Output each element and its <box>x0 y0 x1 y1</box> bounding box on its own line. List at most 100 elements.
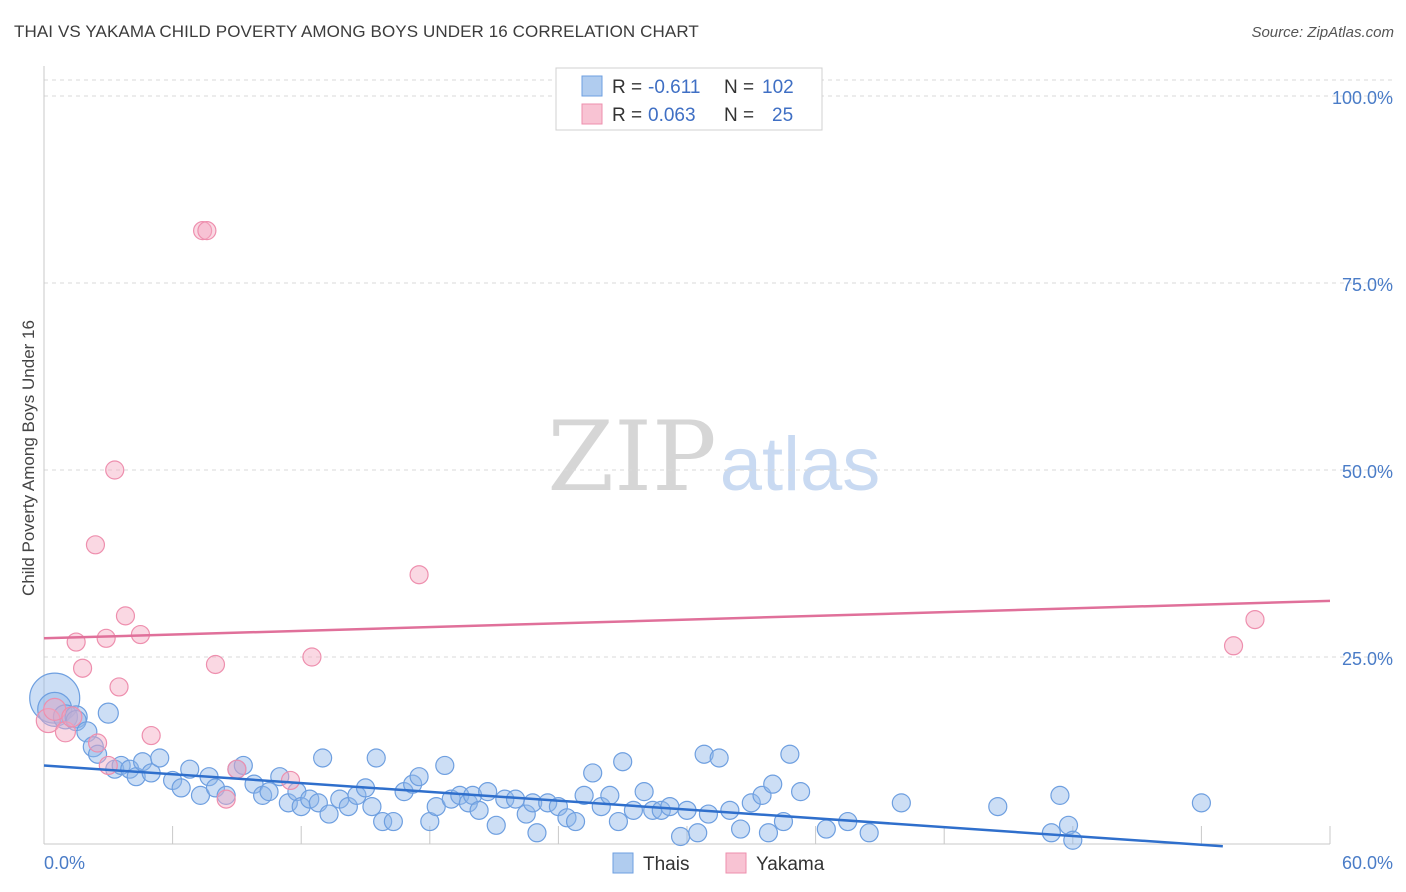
thais-point-61 <box>527 823 547 843</box>
legend-r-value-yakama: 0.063 <box>648 105 696 126</box>
yakama-point-11 <box>141 725 161 746</box>
thais-point-3 <box>64 705 88 729</box>
thais-point-76 <box>660 796 680 817</box>
legend-r-label-thais: R = <box>612 77 642 98</box>
watermark: ZIP atlas <box>547 401 880 513</box>
yakama-point-17 <box>302 647 322 667</box>
chart-title: THAI VS YAKAMA CHILD POVERTY AMONG BOYS … <box>14 22 699 41</box>
thais-point-79 <box>688 823 708 843</box>
thais-point-49 <box>435 755 455 776</box>
thais-point-101 <box>1191 793 1212 813</box>
yakama-point-23 <box>1223 636 1244 656</box>
thais-point-43 <box>383 811 403 832</box>
legend-n-label-thais: N = <box>724 77 754 98</box>
thais-point-69 <box>600 785 620 805</box>
thais-point-67 <box>583 763 603 783</box>
bottom-legend-label-yakama: Yakama <box>756 854 825 875</box>
yakama-point-14 <box>216 789 236 809</box>
thais-point-34 <box>313 748 333 768</box>
thais-point-62 <box>538 793 558 813</box>
yakama-point-24 <box>1245 609 1265 630</box>
thais-point-70 <box>608 811 629 832</box>
thais-point-97 <box>1041 823 1061 843</box>
thais-point-59 <box>516 804 536 824</box>
yakama-point-9 <box>115 606 136 626</box>
thais-point-4 <box>65 709 87 732</box>
legend-swatch-thais <box>581 75 603 97</box>
y-tick-label-0: 25.0% <box>1342 649 1393 669</box>
yakama-point-4 <box>72 658 93 678</box>
grid <box>44 79 1392 658</box>
trend-lines <box>43 599 1331 848</box>
thais-trend-line <box>43 764 1223 848</box>
yakama-point-18 <box>409 565 429 585</box>
yakama-point-20 <box>98 755 118 776</box>
y-tick-label-1: 50.0% <box>1342 462 1393 482</box>
legend[interactable]: R = -0.611 N = 102 R = 0.063 N = 25 <box>555 67 823 131</box>
y-axis-label: Child Poverty Among Boys Under 16 <box>19 320 38 596</box>
thais-point-15 <box>150 748 170 768</box>
thais-point-81 <box>698 804 719 824</box>
thais-point-1 <box>37 691 73 727</box>
thais-point-56 <box>486 815 506 835</box>
yakama-point-13 <box>205 654 226 675</box>
legend-swatch-yakama <box>581 103 603 125</box>
axes <box>43 66 1331 845</box>
yakama-point-16 <box>280 770 301 791</box>
thais-point-8 <box>97 702 119 724</box>
thais-point-17 <box>171 778 191 798</box>
thais-point-35 <box>319 804 339 824</box>
thais-point-72 <box>623 800 644 820</box>
thais-point-82 <box>709 748 729 768</box>
thais-point-27 <box>259 782 279 802</box>
thais-point-55 <box>478 782 498 802</box>
thais-point-18 <box>180 759 200 779</box>
legend-n-value-thais: 102 <box>762 77 794 98</box>
thais-point-96 <box>988 796 1008 817</box>
legend-n-value-yakama: 25 <box>772 105 793 126</box>
bottom-legend[interactable]: Thais Yakama <box>612 852 825 875</box>
thais-point-99 <box>1058 815 1079 835</box>
thais-point-65 <box>565 811 586 832</box>
thais-point-57 <box>495 789 515 809</box>
legend-r-label-yakama: R = <box>612 105 642 126</box>
legend-n-label-yakama: N = <box>724 105 754 126</box>
thais-point-90 <box>780 744 800 764</box>
thais-point-41 <box>366 748 386 768</box>
thais-point-94 <box>859 823 879 843</box>
thais-point-46 <box>409 767 429 787</box>
thais-point-98 <box>1050 785 1070 805</box>
yakama-point-5 <box>85 535 106 555</box>
yakama-point-21 <box>87 733 108 753</box>
yakama-point-15 <box>227 759 247 779</box>
thais-point-80 <box>694 744 714 764</box>
thais-point-45 <box>403 774 423 794</box>
thais-point-85 <box>741 793 761 813</box>
yakama-point-0 <box>35 707 61 734</box>
bottom-legend-label-thais: Thais <box>643 854 689 875</box>
thais-point-77 <box>670 826 691 847</box>
thais-point-42 <box>373 811 393 832</box>
thais-point-88 <box>763 774 783 794</box>
yakama-point-22 <box>197 221 217 241</box>
yakama-point-8 <box>109 677 129 697</box>
thais-point-92 <box>816 819 836 839</box>
thais-point-95 <box>891 793 911 813</box>
thais-point-100 <box>1063 830 1083 850</box>
y-tick-label-3: 100.0% <box>1332 88 1393 108</box>
yakama-point-19 <box>66 632 86 652</box>
thais-point-71 <box>613 752 633 772</box>
yakama-trend-line <box>43 599 1331 640</box>
x-tick-label-0: 0.0% <box>44 853 85 873</box>
series-thais-points <box>29 672 1212 850</box>
y-tick-label-2: 75.0% <box>1342 275 1393 295</box>
bottom-legend-swatch-thais <box>612 852 634 874</box>
yakama-point-6 <box>96 628 116 648</box>
thais-point-87 <box>758 823 779 843</box>
bottom-legend-swatch-yakama <box>725 852 747 874</box>
thais-point-83 <box>720 800 740 820</box>
series-yakama-points <box>35 221 1265 809</box>
thais-point-54 <box>469 800 489 820</box>
thais-point-66 <box>574 785 594 805</box>
